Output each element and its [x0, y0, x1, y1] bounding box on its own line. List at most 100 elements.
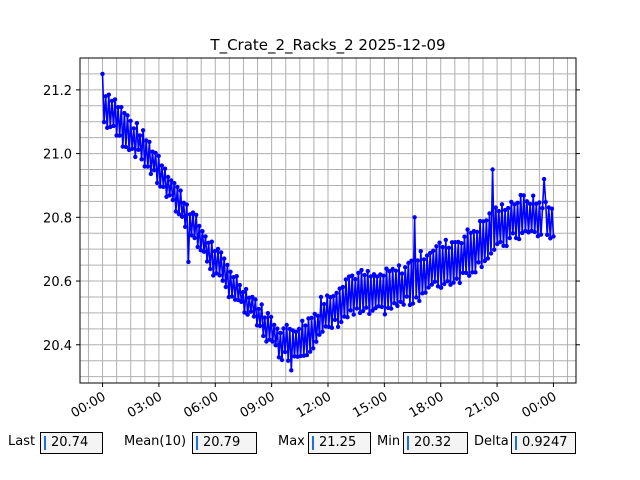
data-point	[309, 315, 314, 321]
y-tick-label: 20.8	[43, 211, 72, 226]
data-point	[424, 253, 430, 258]
data-point	[128, 118, 133, 124]
data-point	[362, 272, 367, 278]
data-point	[190, 210, 196, 215]
data-point	[151, 168, 157, 173]
data-point	[467, 273, 472, 278]
data-point	[335, 324, 341, 329]
data-point	[140, 128, 146, 133]
delta-value-field[interactable]: 0.9247	[511, 432, 576, 454]
data-point	[531, 193, 536, 198]
x-tick-label: 00:00	[520, 389, 560, 420]
data-point	[315, 313, 321, 319]
data-point	[370, 308, 375, 313]
mean-value-field[interactable]: 20.79	[192, 432, 257, 454]
data-point	[192, 235, 197, 241]
data-point	[276, 355, 282, 360]
data-point	[139, 157, 144, 162]
data-point	[133, 154, 138, 160]
min-value-field[interactable]: 20.32	[403, 432, 468, 454]
data-point	[147, 139, 152, 145]
data-point	[311, 346, 316, 351]
data-point	[428, 250, 433, 256]
data-point	[499, 202, 505, 207]
data-point	[479, 264, 484, 270]
data-point	[200, 229, 205, 234]
data-point	[418, 249, 423, 254]
x-tick-label: 06:00	[181, 389, 221, 420]
data-point	[415, 258, 420, 263]
data-point	[423, 290, 428, 295]
data-point	[214, 271, 219, 276]
data-point	[339, 319, 344, 325]
y-tick-label: 20.4	[43, 339, 72, 354]
text-caret	[407, 436, 409, 450]
data-point	[371, 272, 377, 277]
data-point	[532, 229, 537, 235]
data-point	[507, 235, 512, 241]
data-point	[195, 244, 200, 250]
line-chart: 00:00 03:00 06:00 09:00 12:00 15:00 18:00 21:00…	[43, 36, 580, 420]
data-point	[256, 306, 261, 312]
data-point	[350, 273, 355, 278]
data-point	[548, 236, 553, 241]
y-tick-label: 21.0	[43, 148, 72, 163]
data-point	[356, 270, 361, 276]
text-caret	[196, 436, 198, 450]
data-point	[459, 241, 464, 246]
data-point	[492, 247, 497, 252]
max-value-field[interactable]: 21.25	[308, 432, 371, 454]
text-caret	[44, 436, 46, 450]
data-point	[137, 133, 143, 138]
chart-title: T_Crate_2_Racks_2 2025-12-09	[209, 36, 445, 55]
data-point	[212, 249, 218, 254]
data-point	[515, 200, 520, 205]
data-point	[509, 199, 514, 205]
data-point	[449, 240, 455, 245]
data-point	[332, 317, 338, 322]
data-point	[203, 234, 208, 239]
data-point	[101, 119, 107, 125]
data-point	[253, 297, 258, 302]
data-point	[165, 174, 171, 180]
series-line	[101, 73, 555, 371]
data-point	[111, 123, 116, 129]
data-point	[211, 273, 216, 278]
x-tick-label: 18:00	[407, 389, 447, 420]
data-point	[259, 302, 264, 307]
data-point	[451, 280, 456, 285]
data-point	[381, 273, 386, 278]
data-point	[445, 279, 450, 284]
data-point	[404, 294, 409, 299]
x-tick-label: 09:00	[238, 389, 278, 420]
x-tick-label: 21:00	[463, 389, 503, 420]
data-point	[130, 146, 135, 151]
data-point	[225, 262, 230, 268]
data-point	[384, 266, 389, 271]
data-point	[155, 180, 160, 186]
last-label: Last	[8, 434, 36, 449]
data-point	[516, 236, 522, 242]
data-point	[432, 279, 438, 284]
data-point	[329, 325, 335, 330]
data-point	[209, 239, 214, 244]
data-point	[296, 326, 302, 332]
data-point	[398, 299, 403, 304]
data-point	[476, 260, 481, 265]
data-point	[493, 205, 498, 210]
data-point	[465, 227, 470, 232]
data-point	[279, 357, 285, 363]
last-value-field[interactable]: 20.74	[40, 432, 103, 454]
data-point	[131, 126, 136, 131]
data-point	[520, 230, 525, 236]
data-point	[268, 314, 274, 320]
data-point	[175, 184, 180, 190]
min-value: 20.32	[414, 435, 452, 450]
data-point	[186, 259, 191, 265]
data-point	[320, 329, 325, 334]
data-point	[365, 268, 370, 274]
data-point	[307, 349, 313, 354]
data-point	[112, 97, 118, 102]
data-point	[504, 243, 509, 249]
data-point	[223, 284, 228, 290]
